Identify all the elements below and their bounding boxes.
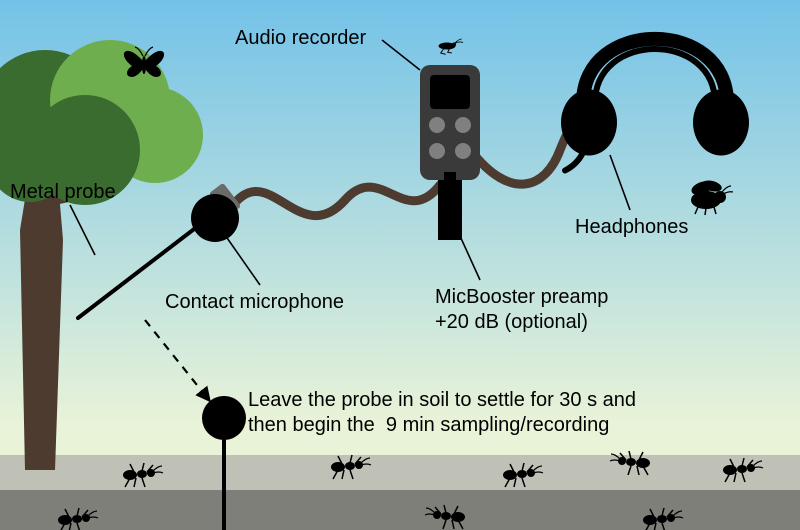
label-contact-mic: Contact microphone [165,290,344,315]
label-headphones: Headphones [575,215,688,240]
ant-icon [605,448,653,478]
ant-icon [55,505,103,530]
ant-icon [420,502,468,530]
leader-lines [0,0,800,530]
label-metal-probe: Metal probe [10,180,116,205]
ant-icon [640,505,688,530]
ant-icon [328,452,376,482]
label-audio-recorder: Audio recorder [235,26,366,51]
ant-icon [500,460,548,490]
diagram-stage: Audio recorder Headphones Metal probe Co… [0,0,800,530]
ant-icon [120,460,168,490]
label-mic-booster: MicBooster preamp +20 dB (optional) [435,285,608,335]
label-instructions: Leave the probe in soil to settle for 30… [248,388,636,438]
ant-icon [720,455,768,485]
